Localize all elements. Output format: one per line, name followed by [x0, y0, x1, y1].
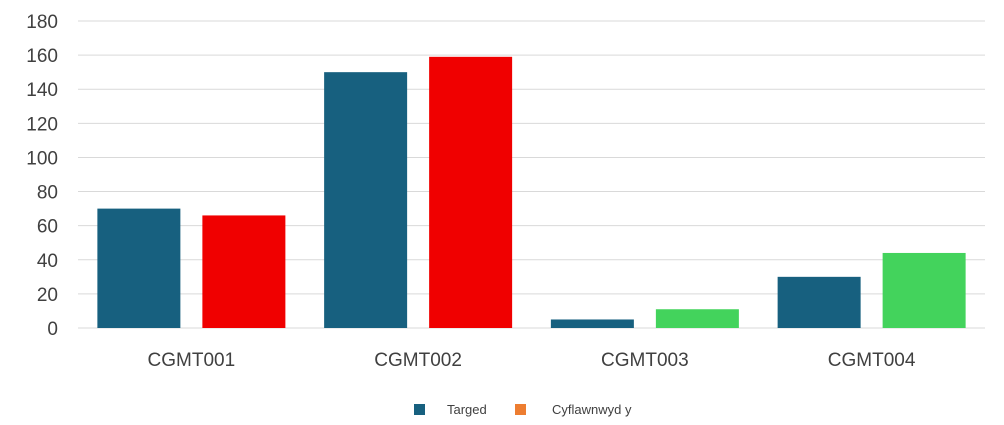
bar-cgmt004-series-2	[882, 252, 966, 328]
bars	[97, 56, 966, 329]
x-tick-label-cgmt004: CGMT004	[828, 350, 916, 371]
y-axis: 0 20 40 60 80 100 120 140 160 180	[26, 12, 58, 340]
bar-cgmt003-series-2	[655, 309, 739, 328]
bar-cgmt001-series-1	[97, 208, 181, 328]
legend-swatch-2	[515, 404, 526, 415]
y-tick-label: 180	[26, 12, 58, 33]
bar-cgmt003-series-1	[550, 319, 634, 328]
y-tick-label: 60	[37, 217, 58, 238]
y-tick-label: 40	[37, 251, 58, 272]
bar-cgmt002-series-2	[429, 56, 513, 329]
x-tick-label-cgmt003: CGMT003	[601, 350, 689, 371]
legend-swatch-1	[414, 404, 425, 415]
legend: Targed Cyflawnwyd y	[414, 402, 632, 417]
x-axis: CGMT001 CGMT002 CGMT003 CGMT004	[148, 350, 916, 371]
x-tick-label-cgmt001: CGMT001	[148, 350, 236, 371]
bar-cgmt002-series-1	[324, 72, 408, 329]
y-tick-label: 140	[26, 80, 58, 101]
y-tick-label: 120	[26, 114, 58, 135]
y-tick-label: 160	[26, 46, 58, 67]
y-tick-label: 80	[37, 183, 58, 204]
legend-label-2: Cyflawnwyd y	[552, 402, 632, 417]
legend-label-1: Targed	[447, 402, 487, 417]
y-tick-label: 100	[26, 148, 58, 169]
x-tick-label-cgmt002: CGMT002	[374, 350, 462, 371]
bar-cgmt004-series-1	[777, 276, 861, 328]
y-tick-label: 0	[47, 319, 58, 340]
y-tick-label: 20	[37, 285, 58, 306]
bar-cgmt001-series-2	[202, 215, 286, 328]
